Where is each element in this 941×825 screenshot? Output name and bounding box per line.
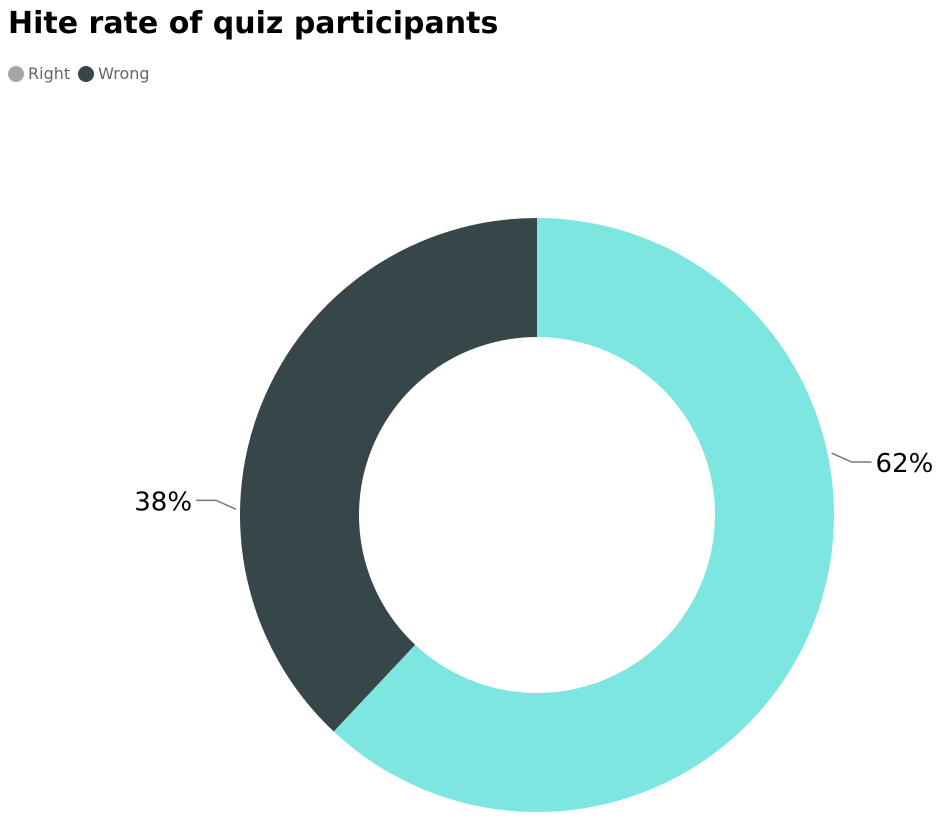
legend: Right Wrong (8, 64, 158, 83)
leader-lines-group (196, 452, 872, 511)
leader-line-wrong (196, 499, 237, 511)
data-label-right: 62% (876, 449, 934, 479)
legend-item-wrong[interactable]: Wrong (78, 64, 150, 83)
data-labels-group: 62% 38% (134, 449, 933, 517)
legend-label-wrong: Wrong (98, 64, 150, 83)
legend-swatch-wrong (78, 65, 95, 82)
legend-swatch-right (8, 65, 24, 82)
chart-title: Hite rate of quiz participants (8, 6, 499, 41)
slices-group (240, 217, 835, 812)
data-label-wrong: 38% (134, 487, 192, 517)
legend-label-right: Right (28, 64, 71, 83)
slice-right[interactable] (333, 218, 835, 812)
slice-wrong[interactable] (240, 217, 537, 732)
leader-line-right (831, 452, 872, 463)
legend-item-right[interactable]: Right (8, 64, 70, 83)
